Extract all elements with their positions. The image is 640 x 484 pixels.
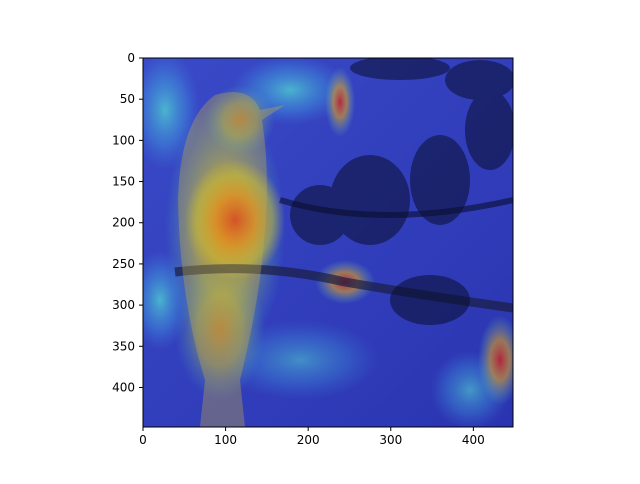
y-tick-label: 100 bbox=[112, 133, 135, 147]
y-tick-label: 250 bbox=[112, 257, 135, 271]
x-tick-label: 100 bbox=[214, 433, 237, 447]
x-tick-label: 400 bbox=[462, 433, 485, 447]
y-tick-label: 200 bbox=[112, 216, 135, 230]
x-axis: 0 100 200 300 400 bbox=[139, 427, 485, 447]
x-tick-label: 200 bbox=[297, 433, 320, 447]
y-tick-label: 400 bbox=[112, 380, 135, 394]
y-tick-label: 300 bbox=[112, 298, 135, 312]
x-tick-label: 0 bbox=[139, 433, 147, 447]
y-tick-label: 0 bbox=[127, 51, 135, 65]
y-tick-label: 350 bbox=[112, 339, 135, 353]
y-tick-label: 50 bbox=[120, 92, 135, 106]
heatmap-image bbox=[143, 58, 513, 427]
y-axis: 0 50 100 150 200 250 300 350 400 bbox=[112, 51, 143, 394]
y-tick-label: 150 bbox=[112, 175, 135, 189]
axes-frame bbox=[142, 57, 514, 428]
x-tick-label: 300 bbox=[379, 433, 402, 447]
